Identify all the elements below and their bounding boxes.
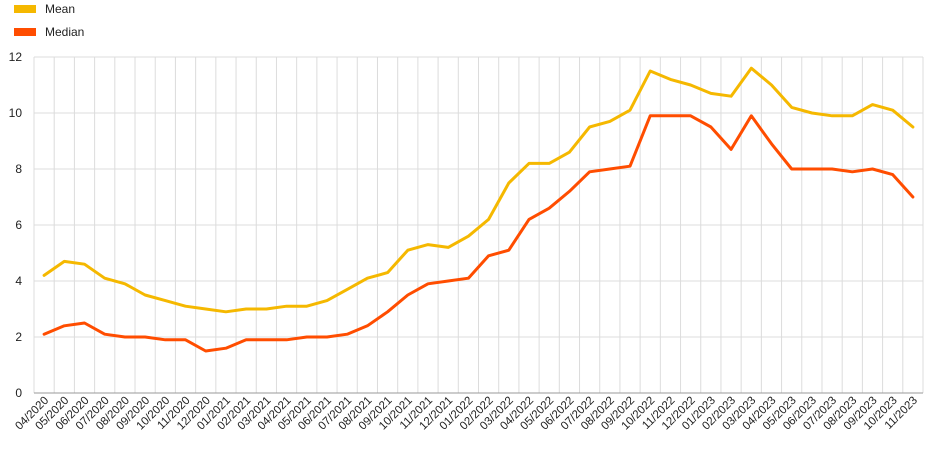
legend-label-median: Median xyxy=(45,25,85,39)
x-axis-tick-labels: 04/202005/202006/202007/202008/202009/20… xyxy=(13,395,920,433)
legend-item-median: Median xyxy=(14,25,84,39)
y-tick-label: 2 xyxy=(15,330,22,344)
y-tick-label: 0 xyxy=(15,386,22,400)
grid-lines xyxy=(33,56,924,393)
y-axis-tick-labels: 0 2 4 6 8 10 12 xyxy=(9,50,23,400)
series-line-mean xyxy=(42,66,915,314)
legend-swatch-median xyxy=(14,28,36,36)
legend-item-mean: Mean xyxy=(14,2,84,16)
series-lines xyxy=(42,66,915,353)
series-line-median xyxy=(42,114,915,353)
y-tick-label: 8 xyxy=(15,162,22,176)
y-tick-label: 12 xyxy=(9,50,23,64)
y-tick-label: 4 xyxy=(15,274,22,288)
legend-label-mean: Mean xyxy=(45,2,76,16)
y-tick-label: 6 xyxy=(15,218,22,232)
legend: Mean Median xyxy=(14,2,84,48)
y-tick-label: 10 xyxy=(9,106,23,120)
legend-swatch-mean xyxy=(14,5,36,13)
